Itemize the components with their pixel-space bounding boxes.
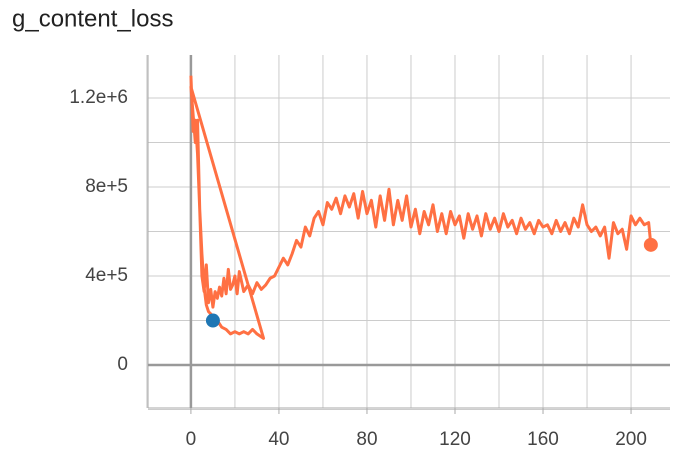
y-tick-label: 8e+5 bbox=[85, 176, 128, 197]
x-tick-label: 80 bbox=[356, 429, 377, 450]
data-point bbox=[205, 313, 220, 328]
y-tick-label: 4e+5 bbox=[85, 265, 128, 286]
x-tick-label: 120 bbox=[439, 429, 471, 450]
y-tick-label: 0 bbox=[117, 354, 128, 375]
data-point bbox=[643, 237, 658, 252]
x-tick-label: 0 bbox=[186, 429, 197, 450]
x-tick-label: 200 bbox=[615, 429, 647, 450]
chart-title: g_content_loss bbox=[12, 5, 173, 32]
y-tick-label: 1.2e+6 bbox=[69, 87, 128, 108]
x-tick-label: 40 bbox=[268, 429, 289, 450]
data-line bbox=[189, 75, 653, 340]
x-tick-label: 160 bbox=[527, 429, 559, 450]
